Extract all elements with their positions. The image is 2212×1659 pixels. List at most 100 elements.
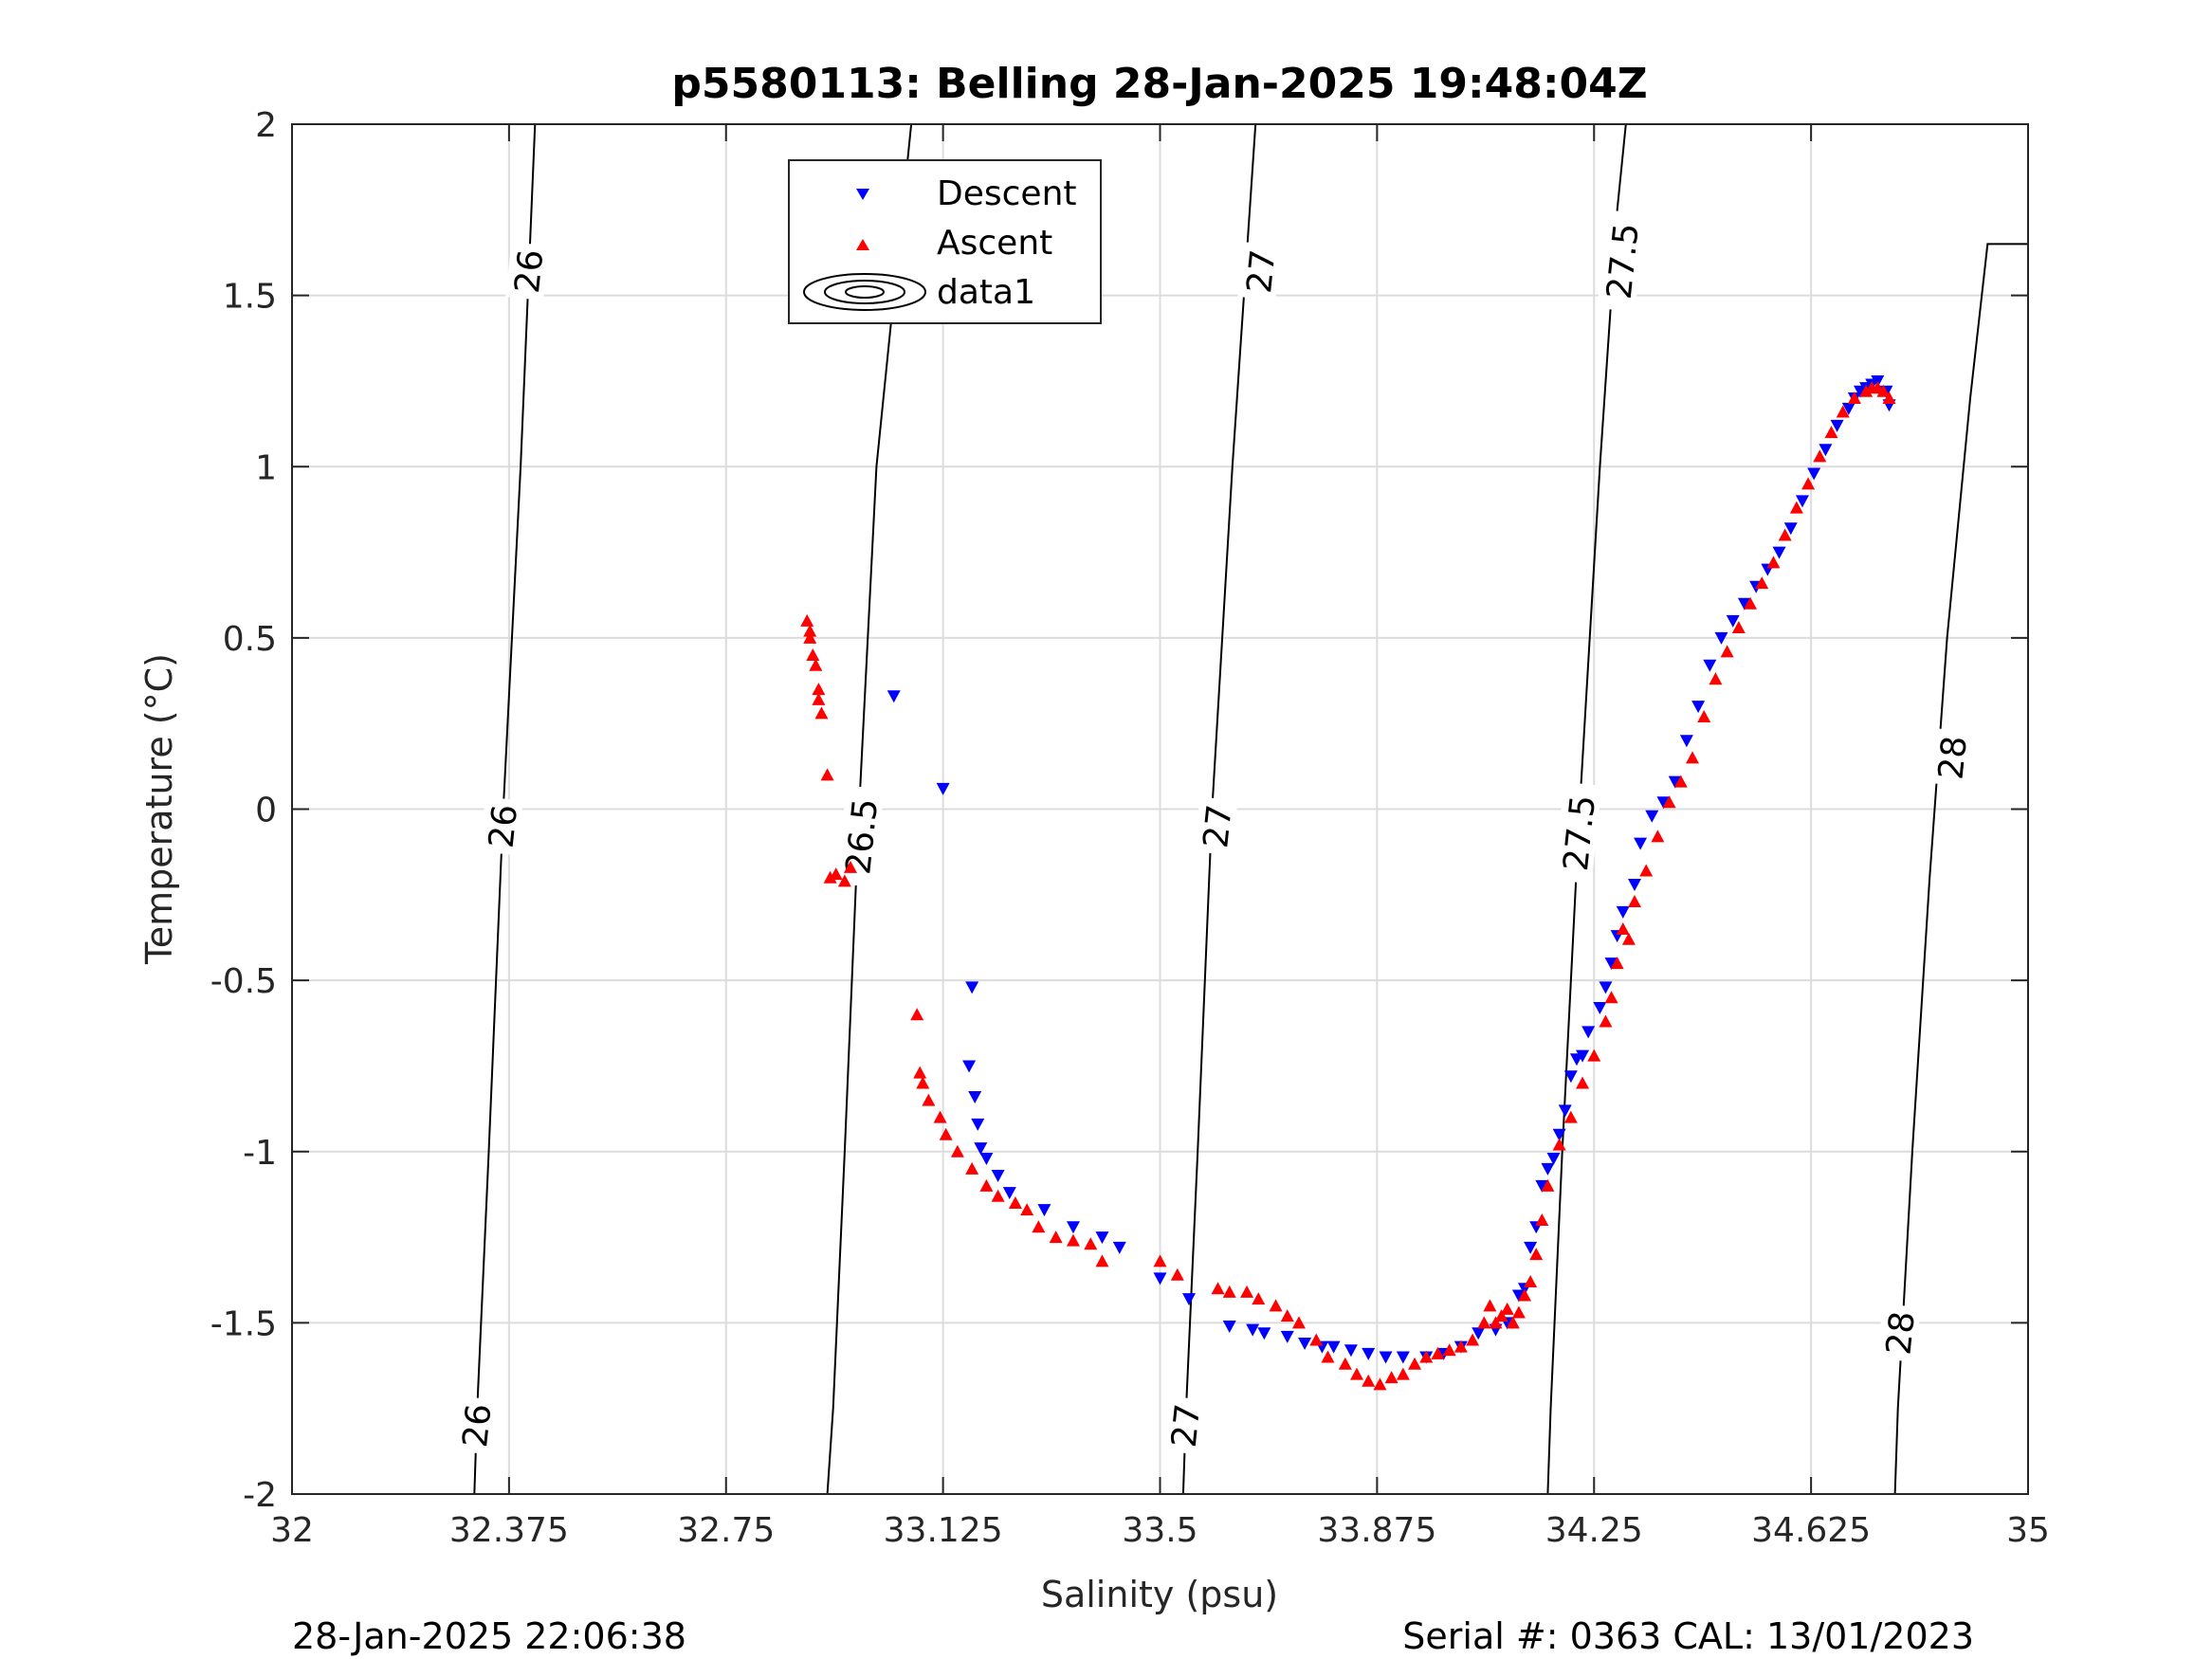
ascent-point (1020, 1203, 1034, 1216)
contour-label-bg (1194, 796, 1238, 856)
contour-label-text: 26 (483, 803, 526, 850)
data-points (800, 374, 1896, 1391)
footer-timestamp: 28-Jan-2025 22:06:38 (292, 1615, 686, 1657)
ascent-point (1778, 528, 1792, 541)
contour-label-bg (453, 1395, 498, 1455)
descent-point (962, 1060, 977, 1073)
contour-label: 27 (1237, 242, 1284, 301)
ascent-point (1801, 477, 1816, 490)
x-axis-label: Salinity (psu) (1041, 1574, 1278, 1615)
contour-label-bg (505, 242, 550, 301)
descent-point (1616, 905, 1630, 919)
contour-label-bg (1929, 728, 1973, 788)
descent-point (1668, 775, 1682, 789)
ascent-point (1789, 501, 1803, 514)
ascent-point (1587, 1048, 1601, 1062)
ascent-point (1639, 864, 1654, 877)
ascent-point (1032, 1220, 1046, 1233)
contour-label-text: 27 (1165, 1402, 1209, 1449)
ascent-point (1252, 1292, 1266, 1305)
contour-label-text: 26 (508, 247, 552, 295)
contour-label-bg (1876, 1304, 1921, 1362)
ascent-point (1453, 1340, 1468, 1353)
ascent-point (1876, 384, 1891, 397)
y-axis-label: Temperature (°C) (138, 653, 180, 965)
descent-point (1002, 1187, 1016, 1200)
contour-label: 28 (1876, 1304, 1923, 1362)
legend-data1-label: data1 (937, 273, 1035, 312)
ascent-point (1697, 709, 1711, 722)
ascent-point (1627, 895, 1641, 908)
descent-point (1112, 1241, 1126, 1254)
y-tick-label: -2 (243, 1476, 277, 1515)
descent-point (1691, 701, 1706, 714)
ascent-point (1686, 751, 1700, 764)
y-tick-label: -0.5 (210, 962, 277, 1001)
contour-label-bg (479, 796, 523, 856)
ascent-point (1338, 1357, 1352, 1370)
descent-point (1645, 810, 1659, 823)
descent-point (1326, 1340, 1341, 1354)
descent-point (1182, 1293, 1197, 1306)
ascent-point (965, 1161, 979, 1175)
contour-label: 28 (1929, 728, 1975, 788)
x-tick-label: 33.125 (884, 1511, 1003, 1550)
descent-point (1298, 1338, 1312, 1351)
ascent-point (1563, 1110, 1578, 1123)
x-tick-label: 33.875 (1317, 1511, 1436, 1550)
ascent-point (950, 1144, 964, 1158)
y-tick-label: -1 (243, 1134, 277, 1173)
axis-ticks: 32 32.375 32.75 33.125 33.5 33.875 34.25 34.625… (210, 106, 2050, 1550)
descent-point (1783, 522, 1798, 536)
contour-label-text: 26.5 (839, 796, 886, 876)
descent-point (1703, 659, 1717, 672)
ascent-point (1511, 1305, 1526, 1319)
descent-point (1627, 878, 1641, 891)
descent-point (1546, 1152, 1561, 1165)
ascent-point (814, 706, 829, 720)
ascent-point (1506, 1316, 1520, 1329)
ascent-point (1673, 775, 1688, 788)
ascent-point (823, 870, 837, 884)
ascent-point (1576, 1076, 1590, 1089)
ascent-point (1153, 1254, 1167, 1267)
descent-point (1599, 981, 1613, 994)
footer-serial-cal: Serial #: 0363 CAL: 13/01/2023 (1402, 1615, 1974, 1657)
ascent-point (1847, 392, 1861, 404)
legend-descent-marker (856, 189, 869, 200)
ascent-point (1836, 405, 1850, 418)
contour-label-bg (835, 785, 885, 887)
ascent-point (933, 1110, 947, 1123)
contour-label-text: 27.5 (1557, 793, 1603, 873)
contour-label: 26 (479, 796, 526, 856)
descent-point (1066, 1221, 1080, 1234)
x-tick-label: 32.375 (449, 1511, 569, 1550)
ascent-point (843, 860, 857, 873)
legend: Descent Ascent data1 (788, 159, 1102, 324)
ascent-point (1240, 1285, 1254, 1298)
ascent-point (1824, 426, 1838, 439)
ascent-point (1535, 1213, 1549, 1226)
ascent-point (1084, 1237, 1098, 1250)
descent-point (1379, 1351, 1393, 1364)
descent-point (1795, 495, 1809, 508)
contour-label-text: 27 (1240, 247, 1284, 295)
ascent-point (1483, 1299, 1497, 1312)
descent-point (1634, 837, 1648, 850)
legend-contour-icon (803, 273, 926, 311)
descent-point (1563, 1070, 1578, 1084)
ascent-point (910, 1008, 924, 1021)
descent-point (991, 1170, 1005, 1183)
descent-point (1604, 957, 1618, 971)
ascent-point (1396, 1367, 1410, 1380)
descent-point (1552, 1128, 1566, 1141)
ascent-point (1621, 932, 1636, 945)
chart-title: p5580113: Belling 28-Jan-2025 19:48:04Z (671, 60, 1647, 108)
ascent-point (1541, 1178, 1555, 1192)
ascent-point (1442, 1343, 1456, 1357)
y-tick-label: 0.5 (223, 620, 277, 659)
x-tick-label: 33.5 (1122, 1511, 1197, 1550)
y-tick-label: -1.5 (210, 1304, 277, 1343)
ascent-point (1309, 1333, 1324, 1346)
